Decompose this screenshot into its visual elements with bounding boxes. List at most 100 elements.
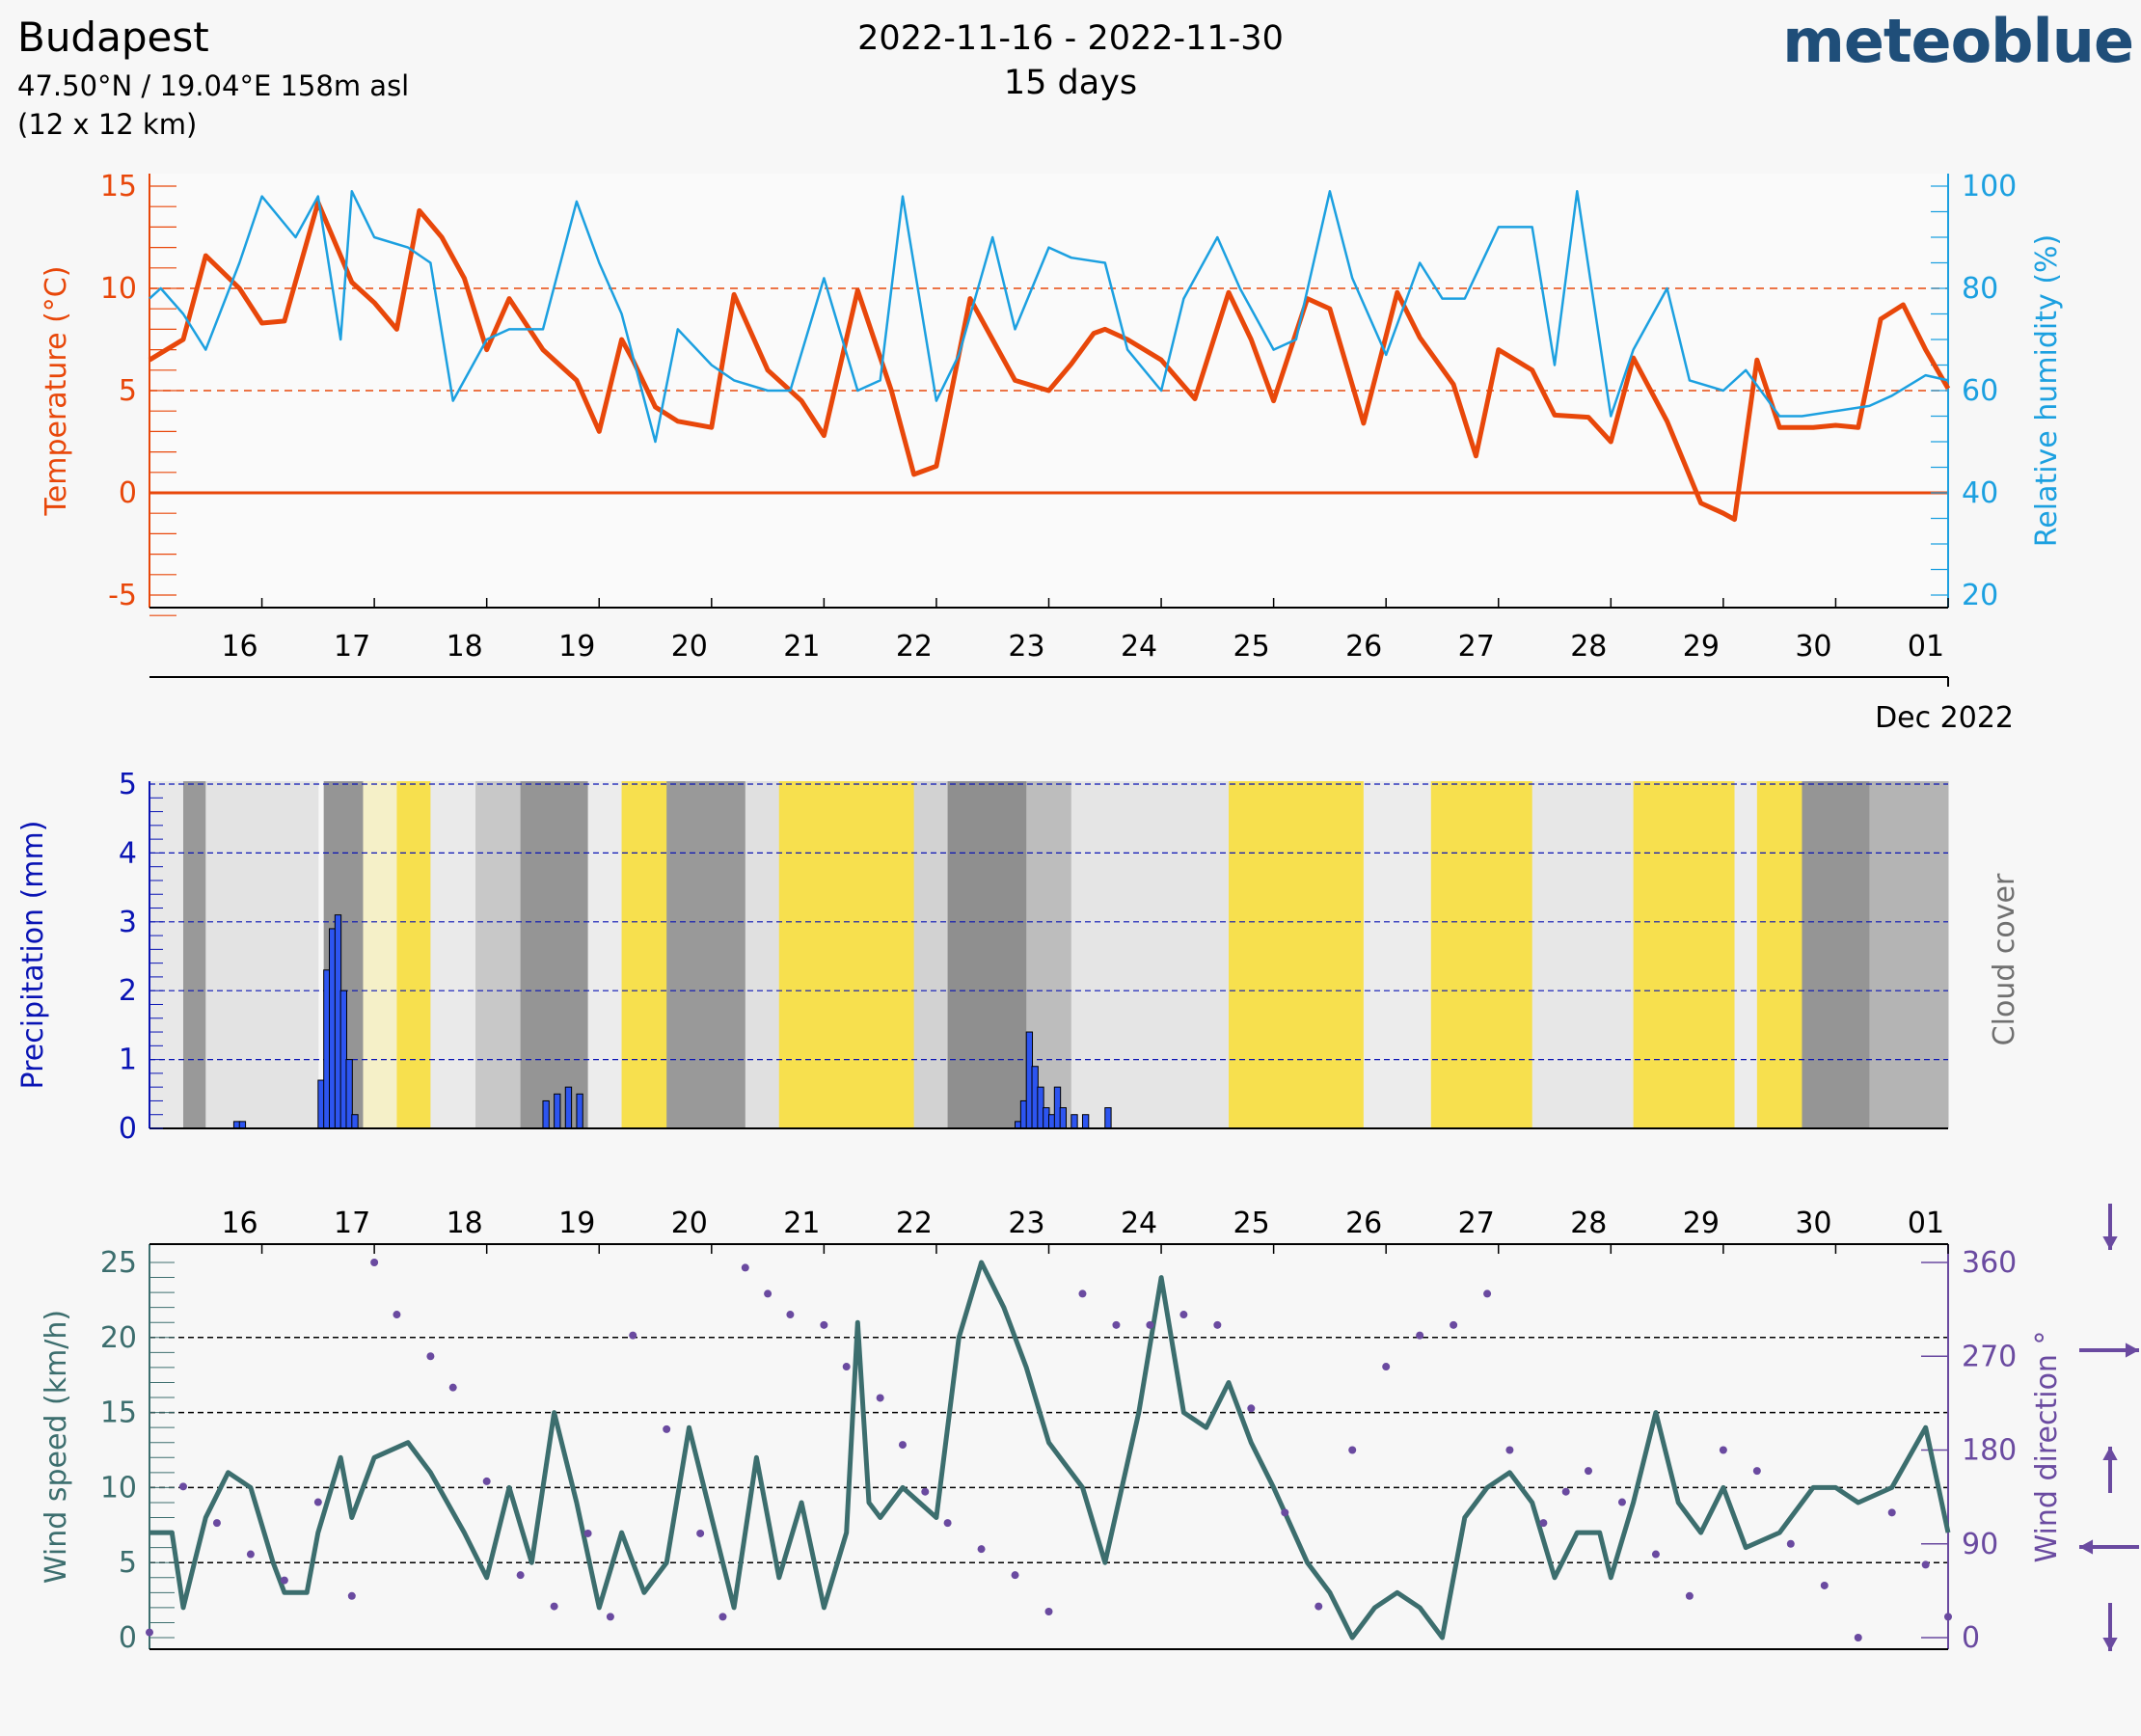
humidity-tick-label: 100 [1962, 170, 2017, 203]
cloud-cover-band [1869, 781, 1949, 1128]
temperature-tick-label: 0 [119, 476, 137, 510]
precipitation-bar [542, 1099, 550, 1129]
wind-direction-point [146, 1628, 153, 1637]
temperature-x-tick-label: 27 [1458, 630, 1495, 664]
cloud-cover-band [1229, 781, 1365, 1128]
wind-direction-point [1944, 1613, 1952, 1621]
wind-direction-point [583, 1529, 592, 1537]
wind-direction-point [313, 1498, 322, 1506]
wind-north-arrow-bottom-icon-head [2102, 1637, 2118, 1651]
wind-speed-line [149, 1260, 1951, 1641]
precipitation-tick-label: 5 [119, 768, 137, 801]
wind-direction-point [696, 1529, 705, 1537]
wind-x-tick-label: 30 [1795, 1207, 1831, 1240]
wind-direction-point [1011, 1571, 1019, 1580]
cloud-cover-band [666, 781, 746, 1128]
wind-x-tick-label: 21 [783, 1207, 820, 1240]
wind-direction-point [1044, 1607, 1053, 1615]
cloud-cover-band [475, 781, 522, 1128]
wind-direction-point [718, 1613, 727, 1621]
wind-direction-point [1382, 1363, 1391, 1371]
location-coordinates: 47.50°N / 19.04°E 158m asl [17, 69, 410, 102]
wind-direction-point [629, 1331, 637, 1340]
wind-north-arrow-icon-head [2102, 1235, 2118, 1250]
wind-direction-point [1505, 1446, 1514, 1454]
wind-speed-axis-label: Wind speed (km/h) [40, 1310, 73, 1584]
wind-direction-point [1786, 1539, 1795, 1548]
precipitation-bar [1104, 1107, 1112, 1129]
temperature-x-tick-label: 23 [1008, 630, 1044, 664]
cloud-cover-band [913, 781, 949, 1128]
wind-direction-point [1213, 1320, 1222, 1329]
precipitation-tick-label: 0 [119, 1112, 137, 1146]
wind-direction-point [1247, 1404, 1256, 1413]
wind-x-tick-label: 19 [558, 1207, 595, 1240]
precipitation-bar [554, 1093, 561, 1129]
wind-east-arrow-icon-head [2125, 1343, 2139, 1358]
wind-x-tick-label: 16 [221, 1207, 257, 1240]
wind-direction-point [1483, 1289, 1492, 1298]
wind-direction-tick-label: 270 [1962, 1340, 2017, 1373]
humidity-tick-label: 80 [1962, 272, 1998, 306]
precipitation-tick-label: 3 [119, 906, 137, 939]
wind-direction-point [482, 1477, 491, 1485]
humidity-tick-label: 60 [1962, 374, 1998, 408]
wind-direction-point [842, 1363, 851, 1371]
cloud-cover-label: Cloud cover [1988, 873, 2021, 1045]
wind-x-tick-label: 01 [1908, 1207, 1944, 1240]
precipitation-bar [1059, 1107, 1067, 1129]
temperature-x-tick-label: 26 [1345, 630, 1382, 664]
location-name: Budapest [17, 14, 209, 61]
wind-direction-point [1820, 1581, 1829, 1589]
cloud-cover-band [363, 781, 397, 1128]
forecast-duration: 15 days [1003, 64, 1138, 102]
wind-direction-point [1450, 1320, 1458, 1329]
cloud-cover-band [621, 781, 667, 1128]
wind-direction-point [1585, 1467, 1592, 1476]
cloud-cover-band [149, 781, 184, 1128]
humidity-tick-label: 20 [1962, 579, 1998, 612]
precipitation-tick-label: 4 [119, 836, 137, 870]
temperature-x-tick-label: 17 [334, 630, 370, 664]
humidity-tick-label: 40 [1962, 476, 1998, 510]
wind-direction-point [1539, 1519, 1548, 1528]
cloud-cover-band [1633, 781, 1736, 1128]
temperature-x-tick-label: 16 [221, 630, 257, 664]
precipitation-bar [238, 1121, 247, 1129]
cloud-cover-band [205, 781, 319, 1128]
temperature-x-tick-label: 18 [447, 630, 483, 664]
wind-direction-point [1887, 1508, 1896, 1517]
wind-speed-tick-label: 0 [119, 1621, 137, 1655]
temperature-x-tick-label: 22 [896, 630, 933, 664]
precipitation-bar [351, 1114, 359, 1129]
wind-direction-point [1281, 1508, 1289, 1517]
precipitation-axis-label: Precipitation (mm) [16, 821, 50, 1090]
wind-direction-point [1685, 1591, 1694, 1600]
wind-direction-point [1416, 1331, 1424, 1340]
wind-direction-point [943, 1519, 952, 1528]
wind-direction-tick-label: 360 [1962, 1246, 2017, 1280]
temperature-axis-label: Temperature (°C) [40, 266, 73, 517]
temperature-tick-label: -5 [108, 579, 137, 612]
wind-direction-point [741, 1263, 749, 1272]
wind-direction-point [426, 1352, 435, 1361]
temperature-x-tick-label: 20 [671, 630, 708, 664]
precipitation-bar [576, 1093, 583, 1129]
wind-direction-tick-label: 180 [1962, 1434, 2017, 1468]
meteoblue-logo: meteoblue [1782, 6, 2134, 76]
wind-direction-point [820, 1320, 828, 1329]
wind-speed-tick-label: 20 [100, 1321, 137, 1355]
cloud-cover-band [778, 781, 915, 1128]
wind-direction-point [246, 1550, 255, 1559]
precipitation-tick-label: 2 [119, 974, 137, 1008]
wind-direction-point [448, 1383, 457, 1392]
wind-direction-point [786, 1311, 795, 1319]
wind-direction-axis-label: Wind direction ° [2030, 1331, 2064, 1563]
wind-direction-tick-label: 90 [1962, 1528, 1998, 1561]
temperature-x-tick-label: 19 [558, 630, 595, 664]
date-range: 2022-11-16 - 2022-11-30 [857, 19, 1284, 58]
cloud-cover-band [1756, 781, 1802, 1128]
temperature-x-tick-label: 30 [1795, 630, 1831, 664]
temperature-tick-label: 5 [119, 374, 137, 408]
